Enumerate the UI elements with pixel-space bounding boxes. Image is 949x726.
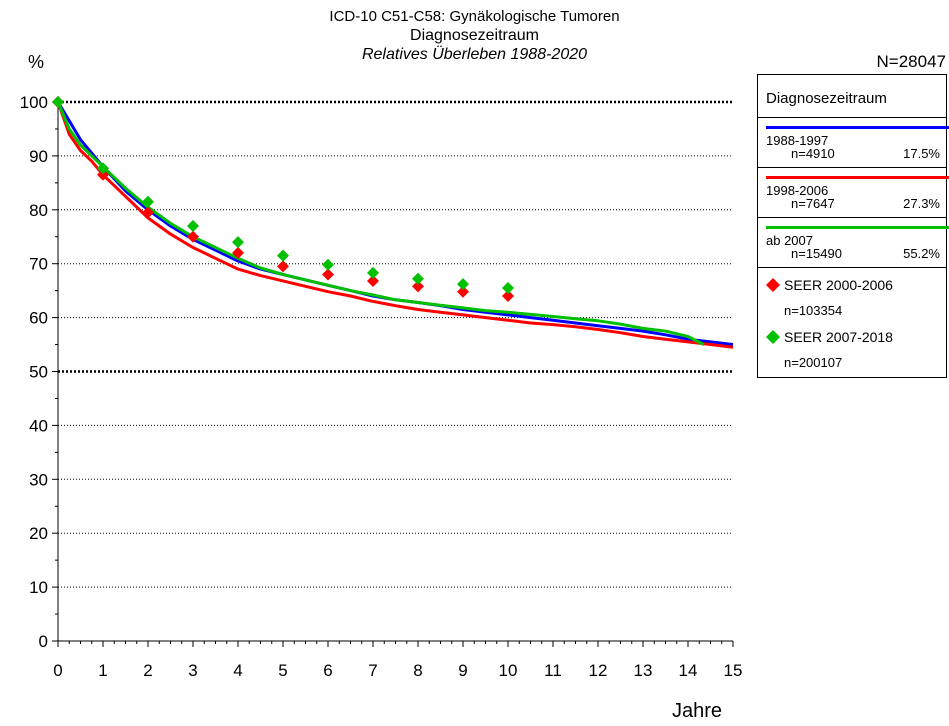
series-line-ab-2007	[56, 101, 705, 346]
marker-SEER-2007-2018	[412, 272, 424, 285]
chart-subtitle-italic: Relatives Überleben 1988-2020	[361, 46, 588, 63]
y-tick-label: 100	[20, 93, 48, 112]
legend-series-count: n=4910	[791, 146, 835, 161]
marker-SEER-2000-2006	[367, 274, 379, 287]
y-tick-label: 10	[29, 578, 48, 597]
marker-SEER-2000-2006	[322, 268, 334, 281]
legend-series-count: n=7647	[791, 196, 835, 211]
marker-SEER-2007-2018	[322, 258, 334, 271]
marker-SEER-2007-2018	[502, 281, 514, 294]
x-tick-label: 5	[278, 661, 287, 680]
y-tick-label: 30	[29, 470, 48, 489]
seer-markers	[52, 96, 514, 303]
marker-SEER-2000-2006	[457, 285, 469, 298]
y-tick-label: 0	[39, 632, 48, 651]
legend-series-percent: 27.3%	[903, 196, 940, 211]
y-axis-unit-label: %	[28, 52, 45, 72]
x-tick-label: 7	[368, 661, 377, 680]
legend-line-1998-2006	[766, 176, 949, 179]
legend-series-name: ab 2007	[766, 233, 813, 248]
x-tick-label: 3	[188, 661, 197, 680]
x-tick-label: 6	[323, 661, 332, 680]
legend-marker-name: SEER 2000-2006	[784, 277, 893, 293]
x-tick-label: 15	[724, 661, 743, 680]
x-tick-label: 1	[98, 661, 107, 680]
x-tick-label: 11	[544, 661, 562, 680]
x-tick-label: 12	[589, 661, 608, 680]
x-tick-label: 14	[679, 661, 698, 680]
marker-SEER-2007-2018	[367, 266, 379, 279]
legend-series-name: 1998-2006	[766, 183, 829, 198]
y-tick-label: 20	[29, 524, 48, 543]
series-line-1988-1997	[56, 101, 734, 346]
marker-SEER-2007-2018	[457, 278, 469, 291]
legend-line-1988-1997	[766, 126, 949, 129]
y-tick-label: 60	[29, 309, 48, 328]
legend-series-count: n=15490	[791, 246, 842, 261]
legend-divider	[758, 217, 946, 218]
x-axis-label: Jahre	[672, 700, 723, 722]
legend-marker-seer-2000-2006	[766, 278, 780, 292]
series-line-1998-2006	[56, 101, 734, 349]
y-tick-label: 90	[29, 147, 48, 166]
legend-marker-name: SEER 2007-2018	[784, 329, 893, 345]
legend-marker-count: n=103354	[784, 303, 843, 318]
legend-divider	[758, 167, 946, 168]
legend-line-ab-2007	[766, 226, 949, 229]
legend-series-percent: 55.2%	[903, 246, 940, 261]
series-lines	[56, 101, 734, 349]
x-tick-label: 2	[143, 661, 152, 680]
marker-SEER-2007-2018	[52, 96, 64, 108]
legend-marker-count: n=200107	[784, 355, 843, 370]
legend-marker-seer-2007-2018	[766, 330, 780, 344]
y-tick-label: 80	[29, 201, 48, 220]
marker-SEER-2000-2006	[232, 246, 244, 259]
marker-SEER-2007-2018	[142, 195, 154, 208]
x-tick-label: 8	[413, 661, 422, 680]
legend-series-name: 1988-1997	[766, 133, 829, 148]
chart-subtitle: Diagnosezeitraum	[410, 27, 539, 44]
marker-SEER-2007-2018	[232, 236, 244, 249]
x-tick-label: 13	[634, 661, 653, 680]
legend-divider	[758, 267, 946, 268]
x-tick-label: 10	[499, 661, 518, 680]
x-tick-label: 4	[233, 661, 242, 680]
legend-title: Diagnosezeitraum	[766, 90, 887, 107]
y-tick-label: 50	[29, 363, 48, 382]
y-tick-label: 70	[29, 255, 48, 274]
marker-SEER-2007-2018	[277, 249, 289, 262]
chart-title: ICD-10 C51-C58: Gynäkologische Tumoren	[329, 8, 620, 25]
x-tick-label: 9	[458, 661, 467, 680]
marker-SEER-2007-2018	[97, 162, 109, 175]
marker-SEER-2000-2006	[97, 168, 109, 181]
x-tick-label: 0	[53, 661, 62, 680]
marker-SEER-2000-2006	[277, 260, 289, 273]
y-tick-label: 40	[29, 416, 48, 435]
marker-SEER-2000-2006	[502, 290, 514, 303]
legend-series-percent: 17.5%	[903, 146, 940, 161]
marker-SEER-2007-2018	[187, 219, 199, 232]
legend: Diagnosezeitraum 1988-1997 n=4910 17.5% …	[757, 74, 949, 378]
grid-lines	[58, 100, 733, 588]
marker-SEER-2000-2006	[412, 280, 424, 293]
total-count-label: N=28047	[876, 52, 946, 71]
marker-SEER-2000-2006	[142, 206, 154, 219]
legend-divider	[758, 117, 946, 118]
marker-SEER-2000-2006	[187, 230, 199, 243]
